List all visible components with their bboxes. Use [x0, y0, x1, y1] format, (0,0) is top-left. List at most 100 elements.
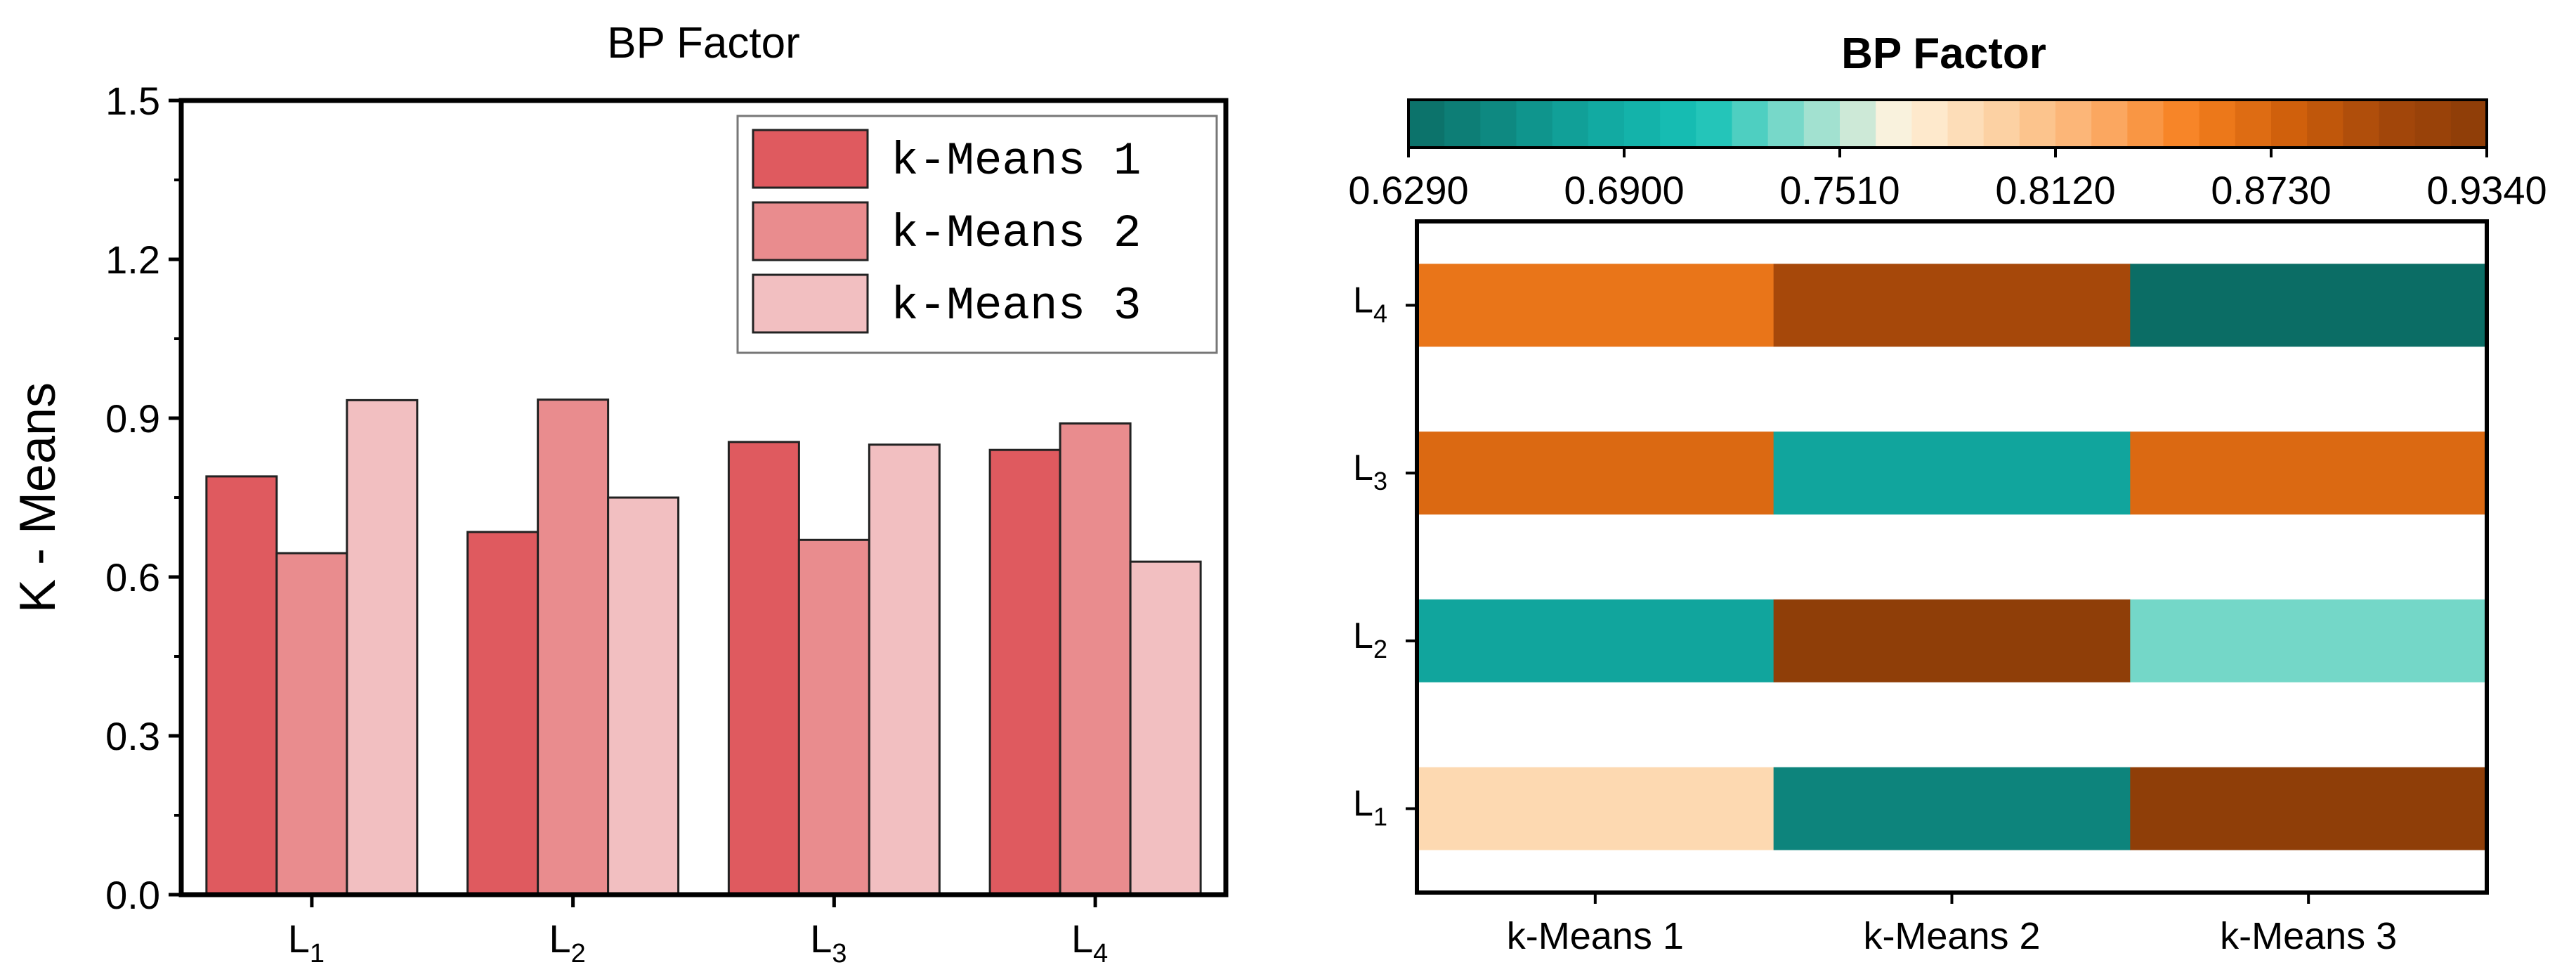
bar-chart-title: BP Factor [607, 19, 800, 67]
row-label: L1 [1353, 784, 1387, 831]
y-tick-label: 0.6 [105, 555, 160, 599]
y-tick-label: 0.3 [105, 714, 160, 758]
heatmap-chart: BP Factor 0.6290 0.6900 0.7510 0.8120 0.8730 0… [1348, 30, 2546, 957]
plot-frame [178, 98, 1229, 897]
heatmap-cell-L4-col1 [1417, 264, 1774, 347]
col-label: k-Means 1 [1507, 915, 1684, 957]
y-tick-label: 0.9 [105, 396, 160, 441]
bar-3-L4 [1129, 560, 1202, 896]
colorbar-segment [2055, 100, 2092, 148]
x-tick-main: L [810, 916, 832, 961]
colorbar-segment [2199, 100, 2236, 148]
colorbar-segment [1516, 100, 1553, 148]
y-axis-label: K - Means [10, 382, 66, 613]
y-tick-label: 1.2 [105, 238, 160, 282]
colorbar-segment [2271, 100, 2308, 148]
colorbar-segment [1767, 100, 1805, 148]
x-tick-label: L4 [1071, 916, 1108, 968]
x-tick-main: L [1071, 916, 1093, 961]
bar-2-L1 [275, 552, 348, 896]
x-tick-label: L3 [810, 916, 846, 968]
x-tick-main: L [549, 916, 570, 961]
row-label-sub: 2 [1373, 635, 1387, 663]
colorbar-segment [1552, 100, 1589, 148]
colorbar-segment [1947, 100, 1985, 148]
bar-3-L3 [868, 443, 941, 896]
colorbar-segment [1408, 100, 1445, 148]
bar-2-L2 [537, 398, 610, 896]
colorbar-segment [1624, 100, 1661, 148]
bar-2-L4 [1059, 422, 1132, 896]
row-label-main: L [1353, 784, 1373, 824]
col-label: k-Means 3 [2220, 915, 2397, 957]
bar-1-L4 [988, 448, 1061, 896]
x-tick-sub: 4 [1093, 939, 1108, 968]
col-label: k-Means 2 [1863, 915, 2040, 957]
heatmap-cell-L2-col3 [2130, 599, 2487, 682]
bar-1-L1 [205, 475, 278, 896]
colorbar-segment [1660, 100, 1696, 148]
legend-label-1: k-Means 1 [891, 135, 1141, 188]
x-tick-main: L [288, 916, 310, 961]
heatmap-cell-L1-col3 [2130, 767, 2487, 850]
colorbar-segment [2379, 100, 2416, 148]
row-label-sub: 1 [1373, 803, 1387, 831]
heatmap-cell-L2-col2 [1773, 599, 2131, 682]
x-tick-label: L1 [288, 916, 325, 968]
colorbar-segment [1444, 100, 1481, 148]
colorbar-segment [1876, 100, 1912, 148]
colorbar-segment [1732, 100, 1769, 148]
heatmap-cell-L4-col2 [1773, 264, 2131, 347]
colorbar-segment [1983, 100, 2020, 148]
legend-label-2: k-Means 2 [891, 207, 1141, 260]
heatmap-cell-L1-col1 [1417, 767, 1774, 850]
legend-swatch-2 [752, 201, 869, 261]
heatmap-cell-L2-col1 [1417, 599, 1774, 682]
x-tick-sub: 3 [832, 939, 846, 968]
row-label-sub: 3 [1373, 467, 1387, 495]
colorbar-segment [2091, 100, 2128, 148]
row-label: L3 [1353, 448, 1387, 495]
x-tick-label: L2 [549, 916, 585, 968]
row-label-main: L [1353, 448, 1373, 488]
bar-1-L3 [727, 441, 800, 896]
legend: k-Means 1 k-Means 2 k-Means 3 [736, 115, 1218, 354]
colorbar-segment [1911, 100, 1949, 148]
legend-label-3: k-Means 3 [891, 280, 1141, 332]
row-label: L2 [1353, 616, 1387, 663]
colorbar-tick-label: 0.6290 [1348, 168, 1468, 212]
legend-swatch-1 [752, 129, 869, 189]
colorbar-segment [1840, 100, 1876, 148]
row-label-main: L [1353, 616, 1373, 656]
heatmap-cell-L3-col1 [1417, 432, 1774, 515]
colorbar-tick-label: 0.8730 [2211, 168, 2331, 212]
row-label: L4 [1353, 280, 1387, 328]
colorbar-tick-label: 0.9340 [2426, 168, 2546, 212]
colorbar-segment [2163, 100, 2200, 148]
heatmap-cell-L3-col3 [2130, 432, 2487, 515]
heatmap-cell-L3-col2 [1773, 432, 2131, 515]
x-tick-sub: 1 [310, 939, 325, 968]
colorbar-tick-label: 0.7510 [1779, 168, 1900, 212]
bar-3-L2 [607, 496, 680, 896]
row-label-main: L [1353, 280, 1373, 320]
colorbar-segment [1480, 100, 1517, 148]
bar-2-L3 [797, 538, 870, 896]
colorbar-segment [2343, 100, 2380, 148]
colorbar-tick-label: 0.6900 [1564, 168, 1684, 212]
heatmap-cell-L1-col2 [1773, 767, 2131, 850]
bar-1-L2 [466, 531, 540, 896]
colorbar-segment [2235, 100, 2272, 148]
colorbar-segment [2414, 100, 2452, 148]
row-label-sub: 4 [1373, 299, 1387, 328]
colorbar-segment [2307, 100, 2343, 148]
colorbar-frame [1407, 98, 2488, 149]
y-tick-label: 1.5 [105, 79, 160, 123]
colorbar-segment [2019, 100, 2056, 148]
heatmap-title: BP Factor [1841, 30, 2046, 78]
x-tick-sub: 2 [571, 939, 586, 968]
colorbar-tick-label: 0.8120 [1995, 168, 2115, 212]
colorbar-segment [1588, 100, 1625, 148]
